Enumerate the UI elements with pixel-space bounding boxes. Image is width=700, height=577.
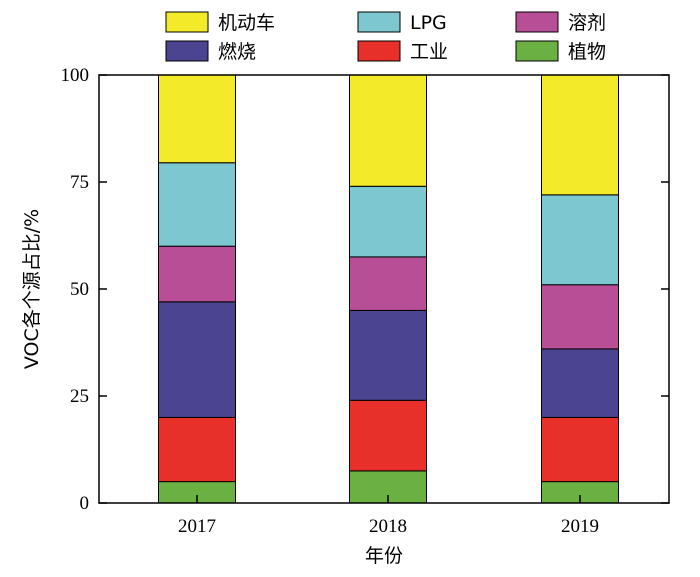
x-tick-label: 2017 <box>178 516 216 537</box>
bar-segment-2017-工业 <box>158 416 236 483</box>
legend-label-机动车: 机动车 <box>218 12 275 34</box>
y-axis: 0 25 50 75 100 <box>61 65 669 514</box>
bar-segment-2017-机动车 <box>158 74 236 164</box>
bar-segment-2019-工业 <box>541 416 619 483</box>
y-tick-label: 25 <box>70 386 89 407</box>
x-axis: 2017 2018 2019 <box>178 495 599 537</box>
legend-swatch-工业 <box>357 40 401 62</box>
legend-label-植物: 植物 <box>568 41 606 63</box>
legend-label-溶剂: 溶剂 <box>568 12 606 34</box>
bar-segment-2019-燃烧 <box>541 348 619 418</box>
y-tick-label: 100 <box>61 65 90 86</box>
legend-swatch-机动车 <box>165 11 209 33</box>
bar-segment-2019-溶剂 <box>541 284 619 350</box>
bar-segment-2018-燃烧 <box>349 309 427 401</box>
legend-label-工业: 工业 <box>410 41 448 63</box>
legend-label-燃烧: 燃烧 <box>218 41 256 63</box>
legend-swatch-LPG <box>357 11 401 33</box>
bar-segment-2018-LPG <box>349 185 427 258</box>
bar-segment-2019-LPG <box>541 194 619 286</box>
legend-swatch-溶剂 <box>515 11 559 33</box>
bar-segment-2018-溶剂 <box>349 256 427 311</box>
legend-swatch-燃烧 <box>165 40 209 62</box>
bars <box>158 74 619 504</box>
legend-label-LPG: LPG <box>410 12 447 34</box>
y-tick-label: 50 <box>70 279 89 300</box>
y-tick-label: 0 <box>80 493 90 514</box>
y-axis-title: VOC各个源占比/% <box>21 209 43 369</box>
y-tick-label: 75 <box>70 172 89 193</box>
bar-segment-2018-工业 <box>349 399 427 472</box>
x-tick-label: 2019 <box>561 516 599 537</box>
bar-segment-2017-溶剂 <box>158 245 236 303</box>
bar-segment-2017-燃烧 <box>158 301 236 418</box>
bar-segment-2017-LPG <box>158 162 236 247</box>
x-tick-label: 2018 <box>369 516 407 537</box>
x-axis-title: 年份 <box>365 545 403 567</box>
bar-segment-2019-机动车 <box>541 74 619 196</box>
bar-segment-2018-机动车 <box>349 74 427 187</box>
legend-swatch-植物 <box>515 40 559 62</box>
